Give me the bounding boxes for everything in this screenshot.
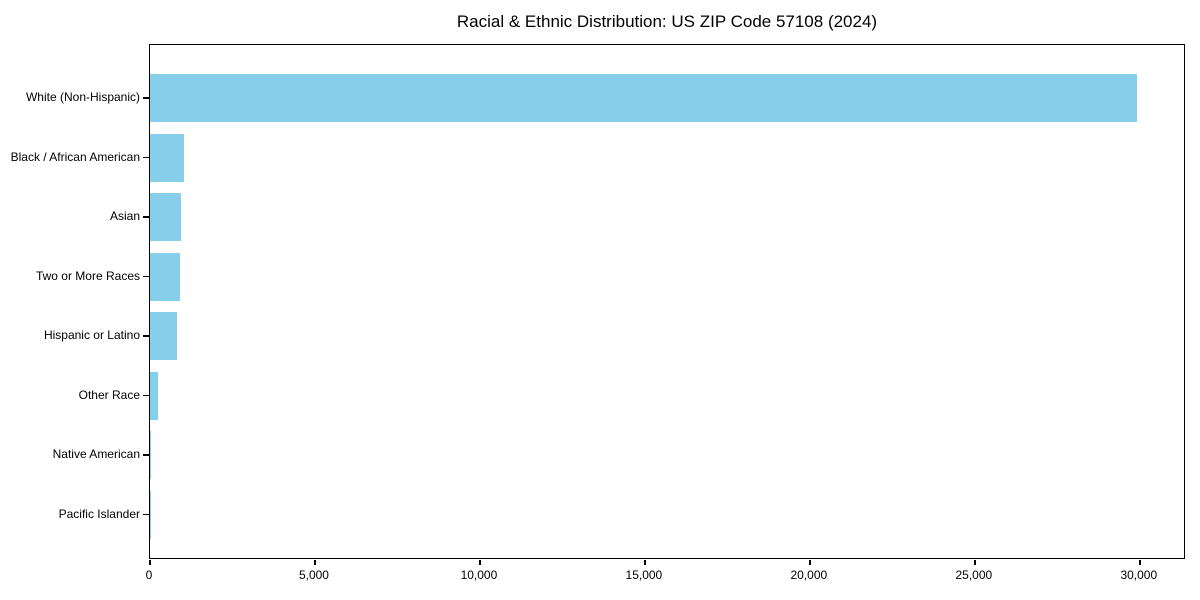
y-tick-mark	[143, 335, 149, 337]
bar	[150, 371, 159, 420]
x-axis-tick-label: 30,000	[1120, 568, 1158, 582]
y-axis-category-label: Pacific Islander	[58, 506, 140, 521]
bar	[150, 431, 151, 479]
x-tick-mark	[974, 560, 976, 565]
x-tick-mark	[644, 560, 646, 565]
x-axis-tick-label: 10,000	[460, 568, 498, 582]
bar	[150, 252, 181, 301]
x-tick-mark	[314, 560, 316, 565]
x-axis-tick-label: 5,000	[298, 568, 329, 582]
y-axis-category-label: Native American	[52, 447, 140, 461]
y-tick-mark	[143, 394, 149, 397]
y-tick-mark	[143, 275, 149, 278]
plot-area	[143, 44, 1185, 565]
bar	[150, 193, 182, 241]
x-tick-mark	[149, 560, 151, 565]
y-tick-mark	[143, 156, 149, 159]
bar	[150, 312, 178, 360]
y-tick-mark	[143, 97, 149, 99]
y-axis-category-label: Two or More Races	[35, 268, 140, 283]
x-axis-tick-label: 0	[145, 568, 153, 582]
y-tick-mark	[143, 216, 149, 218]
y-axis-category-label: Hispanic or Latino	[43, 328, 140, 342]
x-tick-mark	[479, 560, 481, 565]
y-axis-category-label: Black / African American	[10, 149, 140, 164]
y-axis-category-label: Other Race	[78, 387, 140, 402]
y-axis-category-label: White (Non-Hispanic)	[25, 90, 140, 104]
y-axis-category-label: Asian	[109, 209, 140, 223]
bar	[150, 133, 184, 182]
x-tick-mark	[809, 560, 811, 565]
chart-title: Racial & Ethnic Distribution: US ZIP Cod…	[456, 12, 878, 31]
x-tick-mark	[1139, 560, 1141, 565]
y-tick-mark	[143, 513, 149, 516]
x-axis-tick-label: 15,000	[625, 568, 663, 582]
y-tick-mark	[143, 454, 149, 456]
bar	[150, 74, 1137, 122]
x-axis-tick-label: 25,000	[955, 568, 993, 582]
x-axis-tick-label: 20,000	[790, 568, 828, 582]
